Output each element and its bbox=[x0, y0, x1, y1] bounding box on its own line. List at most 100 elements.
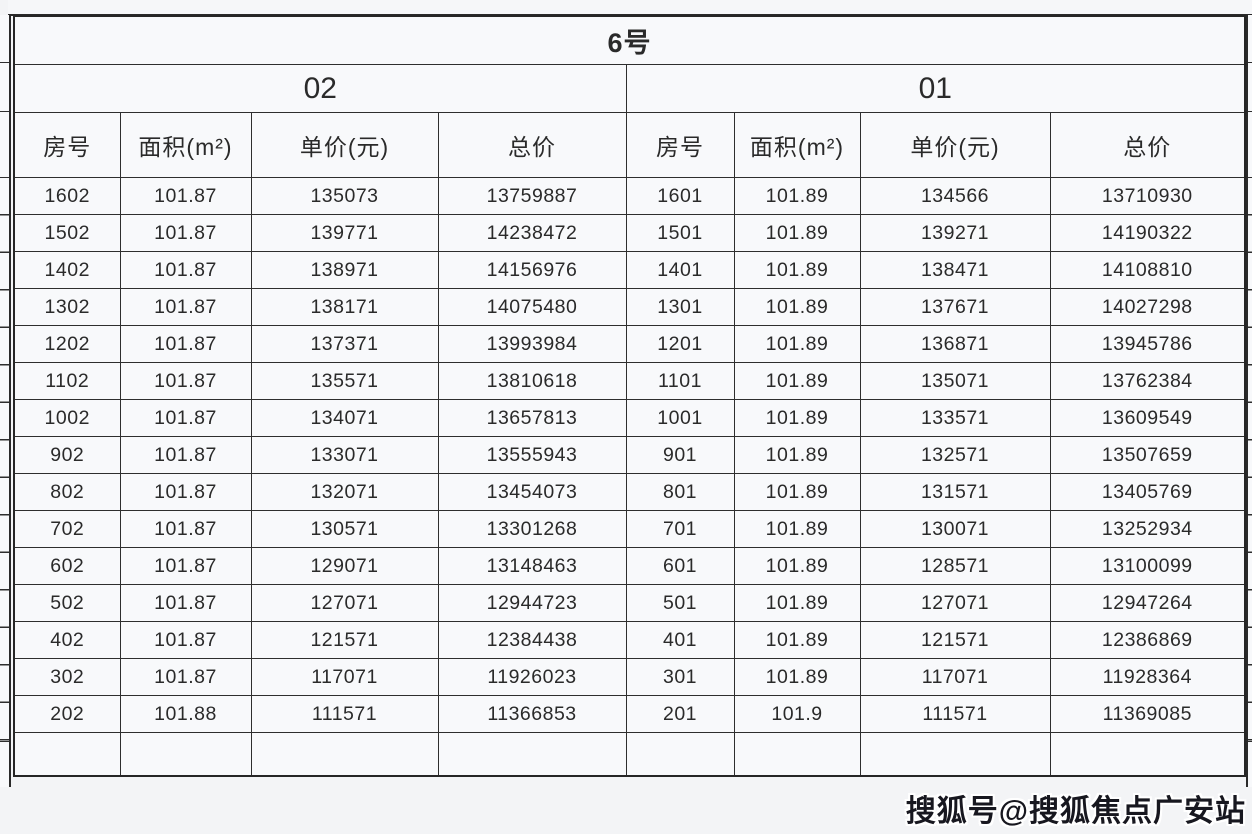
table-cell: 201 bbox=[625, 695, 735, 733]
clipped-row-above bbox=[8, 0, 1252, 16]
table-cell: 101.89 bbox=[733, 547, 861, 585]
table-cell: 501 bbox=[625, 584, 735, 622]
table-cell: 130071 bbox=[859, 510, 1051, 548]
col-header-area: 面积(m²) bbox=[733, 112, 861, 178]
table-cell: 111571 bbox=[859, 695, 1051, 733]
table-cell: 13759887 bbox=[437, 177, 627, 215]
table-cell: 133071 bbox=[250, 436, 439, 474]
table-cell: 121571 bbox=[250, 621, 439, 659]
col-header-total-price: 总价 bbox=[1049, 112, 1246, 178]
table-cell: 128571 bbox=[859, 547, 1051, 585]
table-cell: 101.88 bbox=[119, 695, 252, 733]
table-cell: 101.89 bbox=[733, 584, 861, 622]
table-cell: 101.87 bbox=[119, 584, 252, 622]
table-cell: 13507659 bbox=[1049, 436, 1246, 474]
table-cell: 101.87 bbox=[119, 325, 252, 363]
table-cell: 11928364 bbox=[1049, 658, 1246, 696]
table-cell: 602 bbox=[13, 547, 121, 585]
table-cell: 1101 bbox=[625, 362, 735, 400]
sliver-segment bbox=[1248, 742, 1252, 783]
table-cell: 135571 bbox=[250, 362, 439, 400]
table-cell: 14075480 bbox=[437, 288, 627, 326]
table-cell: 402 bbox=[13, 621, 121, 659]
table-cell: 101.87 bbox=[119, 510, 252, 548]
table-row: 202 101.88 111571 11366853 201 101.9 111571 113… bbox=[13, 695, 1246, 733]
col-header-room: 房号 bbox=[13, 112, 121, 178]
table-cell: 13710930 bbox=[1049, 177, 1246, 215]
table-cell: 13609549 bbox=[1049, 399, 1246, 437]
table-cell: 13405769 bbox=[1049, 473, 1246, 511]
sliver-segment bbox=[1248, 178, 1252, 742]
sliver-segment bbox=[1248, 15, 1252, 63]
clipped-column-left bbox=[0, 15, 11, 787]
table-cell: 802 bbox=[13, 473, 121, 511]
table-row: 502 101.87 127071 12944723 501 101.89 127071 12… bbox=[13, 584, 1246, 622]
table-cell bbox=[625, 732, 735, 776]
table-cell: 1502 bbox=[13, 214, 121, 252]
table-cell: 138171 bbox=[250, 288, 439, 326]
table-cell: 801 bbox=[625, 473, 735, 511]
table-cell: 12384438 bbox=[437, 621, 627, 659]
empty-row bbox=[13, 732, 1246, 776]
table-cell: 14027298 bbox=[1049, 288, 1246, 326]
table-cell: 101.87 bbox=[119, 288, 252, 326]
table-cell: 1302 bbox=[13, 288, 121, 326]
table-cell: 13810618 bbox=[437, 362, 627, 400]
table-cell: 129071 bbox=[250, 547, 439, 585]
table-cell: 135071 bbox=[859, 362, 1051, 400]
table-cell: 130571 bbox=[250, 510, 439, 548]
table-cell: 13657813 bbox=[437, 399, 627, 437]
table-cell bbox=[250, 732, 439, 776]
table-cell: 138971 bbox=[250, 251, 439, 289]
table-cell: 14238472 bbox=[437, 214, 627, 252]
table-cell: 111571 bbox=[250, 695, 439, 733]
table-cell: 101.9 bbox=[733, 695, 861, 733]
table-cell bbox=[119, 732, 252, 776]
table-cell bbox=[859, 732, 1051, 776]
table-cell: 302 bbox=[13, 658, 121, 696]
table-cell: 1501 bbox=[625, 214, 735, 252]
table-cell: 117071 bbox=[859, 658, 1051, 696]
table-cell: 101.87 bbox=[119, 399, 252, 437]
table-cell: 401 bbox=[625, 621, 735, 659]
table-cell: 13555943 bbox=[437, 436, 627, 474]
table-cell: 136871 bbox=[859, 325, 1051, 363]
table-cell: 101.87 bbox=[119, 214, 252, 252]
table-cell: 12947264 bbox=[1049, 584, 1246, 622]
table-row: 1502 101.87 139771 14238472 1501 101.89 139271… bbox=[13, 214, 1246, 252]
table-cell: 101.89 bbox=[733, 399, 861, 437]
table-cell: 134071 bbox=[250, 399, 439, 437]
table-cell: 101.89 bbox=[733, 473, 861, 511]
sliver-segment bbox=[1248, 63, 1252, 112]
table-cell: 202 bbox=[13, 695, 121, 733]
table-row: 1602 101.87 135073 13759887 1601 101.89 134566… bbox=[13, 177, 1246, 215]
table-row: 1402 101.87 138971 14156976 1401 101.89 138471… bbox=[13, 251, 1246, 289]
table-cell: 13301268 bbox=[437, 510, 627, 548]
table-cell: 132571 bbox=[859, 436, 1051, 474]
table-cell bbox=[1049, 732, 1246, 776]
column-header-row: 房号 面积(m²) 单价(元) 总价 房号 面积(m²) 单价(元) 总价 bbox=[13, 112, 1246, 178]
table-cell: 101.87 bbox=[119, 473, 252, 511]
table-cell: 101.89 bbox=[733, 436, 861, 474]
table-cell: 13945786 bbox=[1049, 325, 1246, 363]
unit-02-header: 02 bbox=[13, 64, 627, 113]
table-row: 802 101.87 132071 13454073 801 101.89 131571 13… bbox=[13, 473, 1246, 511]
table-cell: 101.87 bbox=[119, 547, 252, 585]
table-cell: 901 bbox=[625, 436, 735, 474]
table-cell: 101.87 bbox=[119, 362, 252, 400]
table-row: 1102 101.87 135571 13810618 1101 101.89 135071… bbox=[13, 362, 1246, 400]
table-cell: 127071 bbox=[859, 584, 1051, 622]
table-cell: 11926023 bbox=[437, 658, 627, 696]
sliver-segment bbox=[0, 742, 9, 783]
table-cell: 135073 bbox=[250, 177, 439, 215]
table-cell: 139771 bbox=[250, 214, 439, 252]
table-cell: 101.87 bbox=[119, 658, 252, 696]
col-header-room: 房号 bbox=[625, 112, 735, 178]
col-header-area: 面积(m²) bbox=[119, 112, 252, 178]
table-cell bbox=[437, 732, 627, 776]
unit-header-row: 02 01 bbox=[13, 64, 1246, 113]
sliver-segment bbox=[0, 15, 9, 63]
col-header-unit-price: 单价(元) bbox=[250, 112, 439, 178]
table-cell: 13100099 bbox=[1049, 547, 1246, 585]
